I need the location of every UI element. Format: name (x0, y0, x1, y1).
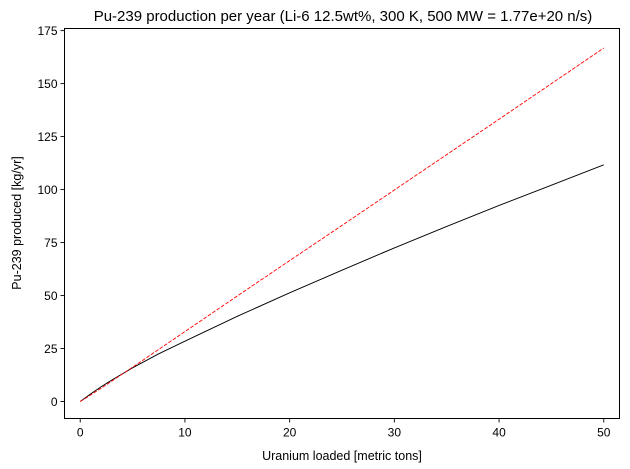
y-tick-label: 150 (37, 77, 57, 91)
y-tick-label: 175 (37, 24, 57, 38)
y-axis: 0 25 50 75 100 125 150 175 (37, 24, 65, 409)
x-axis: 0 10 20 30 40 50 (77, 418, 611, 440)
x-tick-label: 50 (597, 426, 611, 440)
x-tick-label: 10 (178, 426, 192, 440)
x-tick-label: 40 (492, 426, 506, 440)
y-tick-label: 125 (37, 130, 57, 144)
series-line-solid-black (79, 164, 604, 402)
y-tick-label: 75 (44, 236, 58, 250)
series-line-dashed-red (79, 47, 605, 402)
y-tick-label: 100 (37, 183, 57, 197)
y-tick-label: 50 (44, 289, 58, 303)
y-tick-label: 0 (51, 395, 58, 409)
y-axis-label: Pu-239 produced [kg/yr] (10, 156, 24, 289)
series-layer (79, 47, 605, 402)
x-tick-label: 30 (388, 426, 402, 440)
x-axis-label: Uranium loaded [metric tons] (262, 449, 422, 463)
x-tick-label: 0 (77, 426, 84, 440)
plot-frame (64, 28, 620, 419)
y-tick-label: 25 (44, 342, 58, 356)
x-tick-label: 20 (283, 426, 297, 440)
chart-title: Pu-239 production per year (Li-6 12.5wt%… (94, 8, 593, 25)
